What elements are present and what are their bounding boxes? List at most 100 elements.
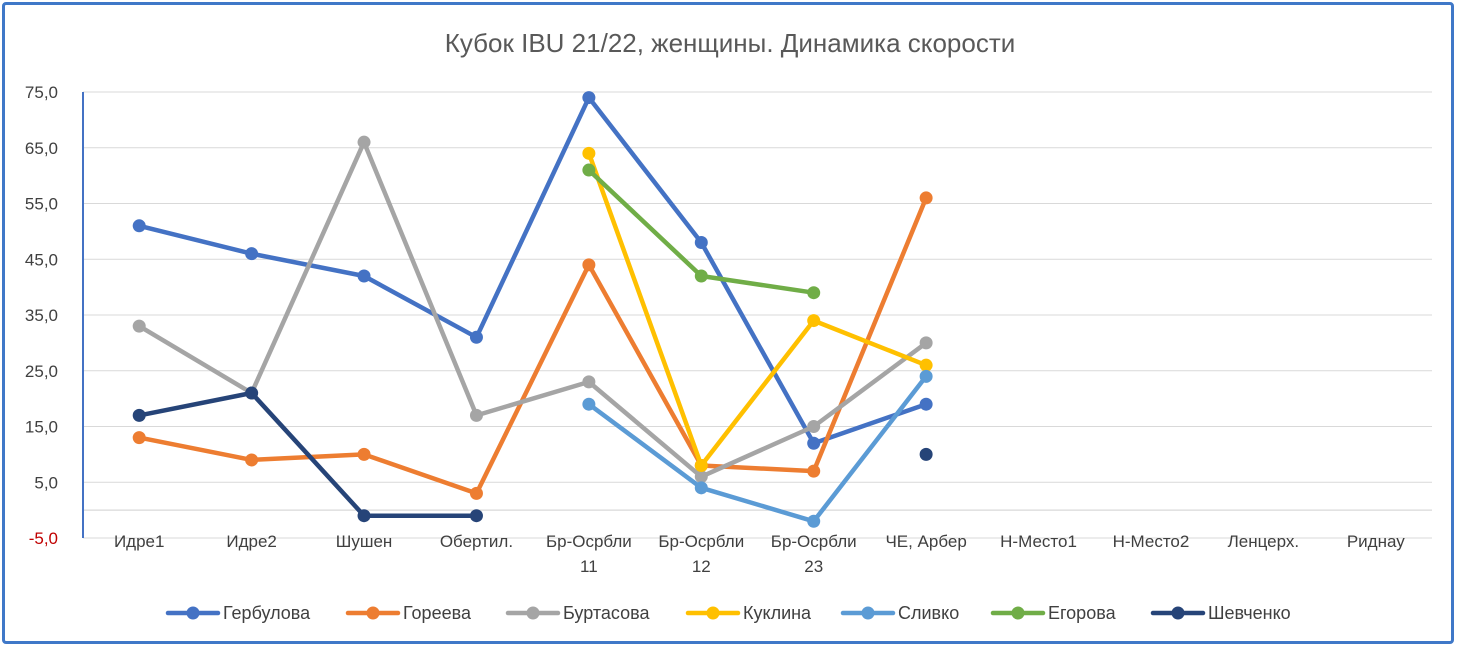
y-tick-label: 35,0	[25, 306, 58, 325]
data-point	[469, 330, 483, 344]
data-point	[694, 269, 708, 283]
legend-item: Егорова	[990, 603, 1117, 623]
legend-label: Гореева	[403, 603, 472, 623]
legend-swatch-marker	[526, 606, 540, 620]
legend-label: Буртасова	[563, 603, 650, 623]
y-tick-label: 15,0	[25, 418, 58, 437]
x-tick-label: 23	[804, 557, 823, 576]
legend-item: Шевченко	[1150, 603, 1291, 623]
data-point	[694, 236, 708, 250]
y-tick-label: -5,0	[29, 529, 58, 548]
x-tick-label: 12	[692, 557, 711, 576]
data-point	[807, 514, 821, 528]
data-point	[469, 509, 483, 523]
y-tick-label: 45,0	[25, 250, 58, 269]
data-point	[919, 336, 933, 350]
series-5	[582, 369, 933, 528]
x-tick-label: Риднау	[1347, 532, 1405, 551]
series-line	[136, 139, 929, 479]
data-point	[357, 135, 371, 149]
legend-item: Гореева	[345, 603, 472, 623]
legend-label: Егорова	[1048, 603, 1117, 623]
data-point	[807, 286, 821, 300]
data-point	[919, 191, 933, 205]
data-point	[132, 319, 146, 333]
series-4	[582, 146, 933, 473]
y-tick-label: 55,0	[25, 195, 58, 214]
data-point	[469, 408, 483, 422]
legend-label: Сливко	[898, 603, 959, 623]
data-point	[469, 486, 483, 500]
data-point	[694, 470, 708, 484]
series-1	[132, 91, 933, 450]
y-tick-label: 5,0	[34, 473, 58, 492]
data-point	[919, 369, 933, 383]
data-point	[807, 464, 821, 478]
x-tick-label: Идре2	[226, 532, 277, 551]
x-axis-ticks: Идре1 Идре2 Шушен Обертил. Бр-Осрбли 11 Бр-Оср…	[114, 532, 1405, 576]
data-point	[132, 431, 146, 445]
legend-item: Сливко	[840, 603, 959, 623]
legend-label: Куклина	[743, 603, 812, 623]
data-point	[694, 481, 708, 495]
x-tick-label: Бр-Осрбли	[771, 532, 857, 551]
x-tick-label: Бр-Осрбли	[546, 532, 632, 551]
gridlines	[83, 91, 1432, 539]
legend-label: Шевченко	[1208, 603, 1291, 623]
data-point	[357, 269, 371, 283]
x-tick-label: Идре1	[114, 532, 165, 551]
data-point	[807, 314, 821, 328]
series-7	[132, 386, 933, 523]
legend-item: Буртасова	[505, 603, 650, 623]
series-group	[132, 91, 933, 528]
data-point	[357, 509, 371, 523]
legend-swatch-marker	[706, 606, 720, 620]
data-point	[245, 247, 259, 261]
y-tick-label: 25,0	[25, 362, 58, 381]
data-point	[694, 459, 708, 473]
data-point	[582, 163, 596, 177]
data-point	[919, 397, 933, 411]
x-tick-label: 11	[580, 557, 598, 576]
x-tick-label: Н-Место1	[1000, 532, 1077, 551]
legend-swatch-marker	[1171, 606, 1185, 620]
x-tick-label: Шушен	[336, 532, 393, 551]
y-tick-label: 65,0	[25, 139, 58, 158]
data-point	[582, 375, 596, 389]
x-tick-label: Бр-Осрбли	[658, 532, 744, 551]
data-point	[582, 258, 596, 272]
legend-swatch-marker	[366, 606, 380, 620]
x-tick-label: Ленцерх.	[1228, 532, 1300, 551]
series-line	[136, 390, 479, 518]
legend-swatch-marker	[1011, 606, 1025, 620]
series-3	[132, 135, 933, 484]
series-6	[582, 163, 821, 300]
series-line	[136, 95, 929, 446]
data-point	[582, 146, 596, 160]
legend-item: Куклина	[685, 603, 812, 623]
data-point	[582, 91, 596, 105]
axes	[82, 92, 1432, 538]
legend-swatch-marker	[186, 606, 200, 620]
data-point	[807, 420, 821, 433]
x-tick-label: ЧЕ, Арбер	[885, 532, 966, 551]
series-line	[586, 151, 929, 468]
y-tick-label: 75,0	[25, 83, 58, 102]
legend: Гербулова Гореева Буртасова Куклина Сливко Ег…	[165, 603, 1291, 623]
chart-title: Кубок IBU 21/22, женщины. Динамика скоро…	[445, 28, 1016, 58]
series-line	[586, 374, 929, 524]
y-axis-ticks: 75,0 65,0 55,0 45,0 35,0 25,0 15,0 5,0 -5,0	[25, 83, 58, 548]
x-tick-label: Н-Место2	[1113, 532, 1190, 551]
series-2	[132, 191, 933, 500]
series-line	[136, 195, 929, 496]
data-point	[357, 447, 371, 461]
legend-item: Гербулова	[165, 603, 311, 623]
data-point	[245, 453, 259, 467]
data-point	[919, 358, 933, 372]
data-point	[245, 386, 259, 400]
data-point	[132, 219, 146, 233]
data-point	[807, 436, 821, 450]
legend-swatch-marker	[861, 606, 875, 620]
